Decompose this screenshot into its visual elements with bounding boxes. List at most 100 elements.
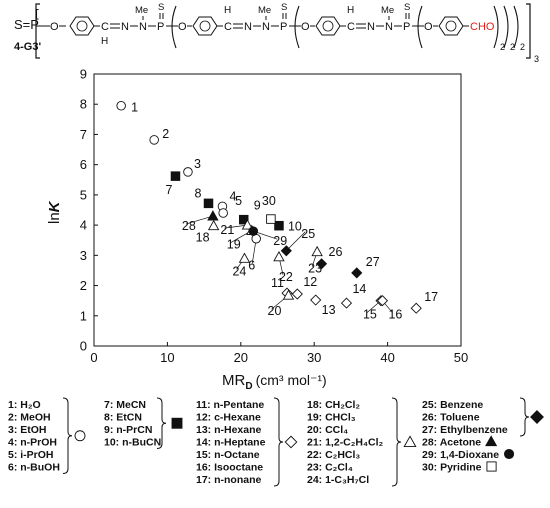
legend-entry-g3-5: 16: Isooctane xyxy=(196,462,263,474)
legend-entry-g1-4: 5: i-PrOH xyxy=(8,449,54,461)
formula-me-3: Me xyxy=(381,5,394,16)
point-label-21: 21 xyxy=(220,223,234,237)
point-label-11: 11 xyxy=(271,276,284,290)
x-axis-label-unit: (cm³ mol⁻¹) xyxy=(256,372,327,388)
y-tick-label: 9 xyxy=(80,67,87,82)
data-point-16 xyxy=(376,295,389,307)
data-point-26 xyxy=(315,258,328,270)
x-axis-label: MRD (cm³ mol⁻¹) xyxy=(222,372,327,392)
legend-entry-g2-2: 9: n-PrCN xyxy=(104,424,152,436)
x-tick-label: 40 xyxy=(380,350,394,365)
leader-line xyxy=(286,231,306,252)
plot-frame xyxy=(93,73,462,347)
point-label-22: 22 xyxy=(279,270,293,284)
formula-c-1: C xyxy=(101,21,109,33)
point-label-29: 29 xyxy=(273,234,287,248)
legend-entry-g1-2: 3: EtOH xyxy=(8,424,47,436)
legend-entry-g1-5: 6: n-BuOH xyxy=(8,462,60,474)
legend-entry-g5-2: 27: Ethylbenzene xyxy=(422,424,508,436)
legend-marker-diamond-filled xyxy=(530,410,544,424)
formula-o-3: O xyxy=(301,21,310,33)
benzene-ring xyxy=(438,16,464,36)
y-tick-label: 6 xyxy=(80,157,87,172)
point-label-6: 6 xyxy=(248,259,255,273)
legend-marker-triangle-open xyxy=(403,435,417,448)
legend-entry-g4-6: 24: 1-C₃H₇Cl xyxy=(307,474,369,486)
data-point-20 xyxy=(282,289,295,300)
legend-entry-g3-0: 11: n-Pentane xyxy=(196,399,264,411)
x-axis-label-main: MR xyxy=(222,372,245,389)
x-tick-label: 10 xyxy=(160,350,174,365)
x-tick-label: 30 xyxy=(307,350,321,365)
data-point-14 xyxy=(340,297,353,309)
benzene-ring xyxy=(315,16,341,36)
data-point-9 xyxy=(238,214,249,225)
benzene-ring-inner xyxy=(445,20,457,32)
legend-entry-g4-1: 19: CHCl₃ xyxy=(307,412,356,424)
y-tick-label: 4 xyxy=(80,218,87,233)
formula-n-1: N xyxy=(121,21,129,33)
formula-bracket-left xyxy=(35,3,40,59)
point-label-23: 23 xyxy=(308,262,322,276)
formula-h-3: H xyxy=(347,5,354,16)
legend-entry-g4-4: 22: C₂HCl₃ xyxy=(307,449,360,461)
y-tick-label: 7 xyxy=(80,127,87,142)
y-axis-ticks: 0 1 2 3 4 5 6 7 8 9 xyxy=(80,67,98,354)
point-label-16: 16 xyxy=(388,308,402,322)
x-tick-label: 0 xyxy=(90,350,97,365)
data-point-5 xyxy=(218,208,228,218)
legend-marker-circle-filled xyxy=(503,448,515,460)
benzene-ring-inner xyxy=(76,20,88,32)
legend-marker-diamond-open xyxy=(284,435,298,449)
formula-paren xyxy=(171,5,177,49)
formula-tag: 4-G3' xyxy=(14,41,41,53)
data-point-29 xyxy=(248,226,259,236)
formula-s-1: S xyxy=(158,2,164,13)
legend-entry-g3-4: 15: n-Octane xyxy=(196,449,260,461)
formula-me-2: Me xyxy=(258,5,271,16)
data-point-10 xyxy=(274,220,284,231)
legend-brace-g3 xyxy=(273,397,284,487)
data-point-2 xyxy=(149,135,159,145)
point-label-28: 28 xyxy=(182,219,196,233)
legend-entry-g5-1: 26: Toluene xyxy=(422,412,480,424)
formula-prefix: S=P xyxy=(14,17,39,32)
data-point-24 xyxy=(238,252,251,263)
benzene-ring-inner xyxy=(322,20,334,32)
point-label-30: 30 xyxy=(262,194,276,208)
formula-h-1: H xyxy=(101,36,108,47)
legend-entry-g1-3: 4: n-PrOH xyxy=(8,437,57,449)
formula-n-2: N xyxy=(139,21,147,33)
point-label-17: 17 xyxy=(424,290,438,304)
legend-brace-g5 xyxy=(519,397,530,437)
legend-entry-g4-0: 18: CH₂Cl₂ xyxy=(307,399,360,411)
legend-entry-g2-1: 8: EtCN xyxy=(104,412,142,424)
point-label-18: 18 xyxy=(196,231,210,245)
data-point-22 xyxy=(273,250,285,262)
formula-o-4: O xyxy=(424,21,433,33)
point-label-19: 19 xyxy=(227,238,241,252)
data-point-13 xyxy=(310,294,322,306)
data-point-8 xyxy=(203,198,214,209)
y-tick-label: 5 xyxy=(80,187,87,202)
point-label-4: 4 xyxy=(229,189,236,203)
legend-brace-g4 xyxy=(391,397,402,487)
y-tick-label: 8 xyxy=(80,97,87,112)
legend-entry-g4-5: 23: C₂Cl₄ xyxy=(307,462,353,474)
legend-entry-g3-2: 13: n-Hexane xyxy=(196,424,262,436)
point-label-15: 15 xyxy=(363,308,377,322)
formula-o-2: O xyxy=(178,21,187,33)
legend-marker-triangle-filled xyxy=(485,435,498,447)
formula-n-3: N xyxy=(244,21,252,33)
leader-line xyxy=(185,215,214,225)
legend-entry-dioxane: 29: 1,4-Dioxane xyxy=(422,449,499,461)
legend-entry-g3-6: 17: n-nonane xyxy=(196,474,261,486)
x-axis-label-subscript: D xyxy=(245,381,252,392)
benzene-ring xyxy=(192,16,218,36)
point-label-20: 20 xyxy=(268,304,282,318)
y-tick-label: 1 xyxy=(80,308,87,323)
point-label-26: 26 xyxy=(329,245,343,259)
data-markers xyxy=(116,100,422,314)
